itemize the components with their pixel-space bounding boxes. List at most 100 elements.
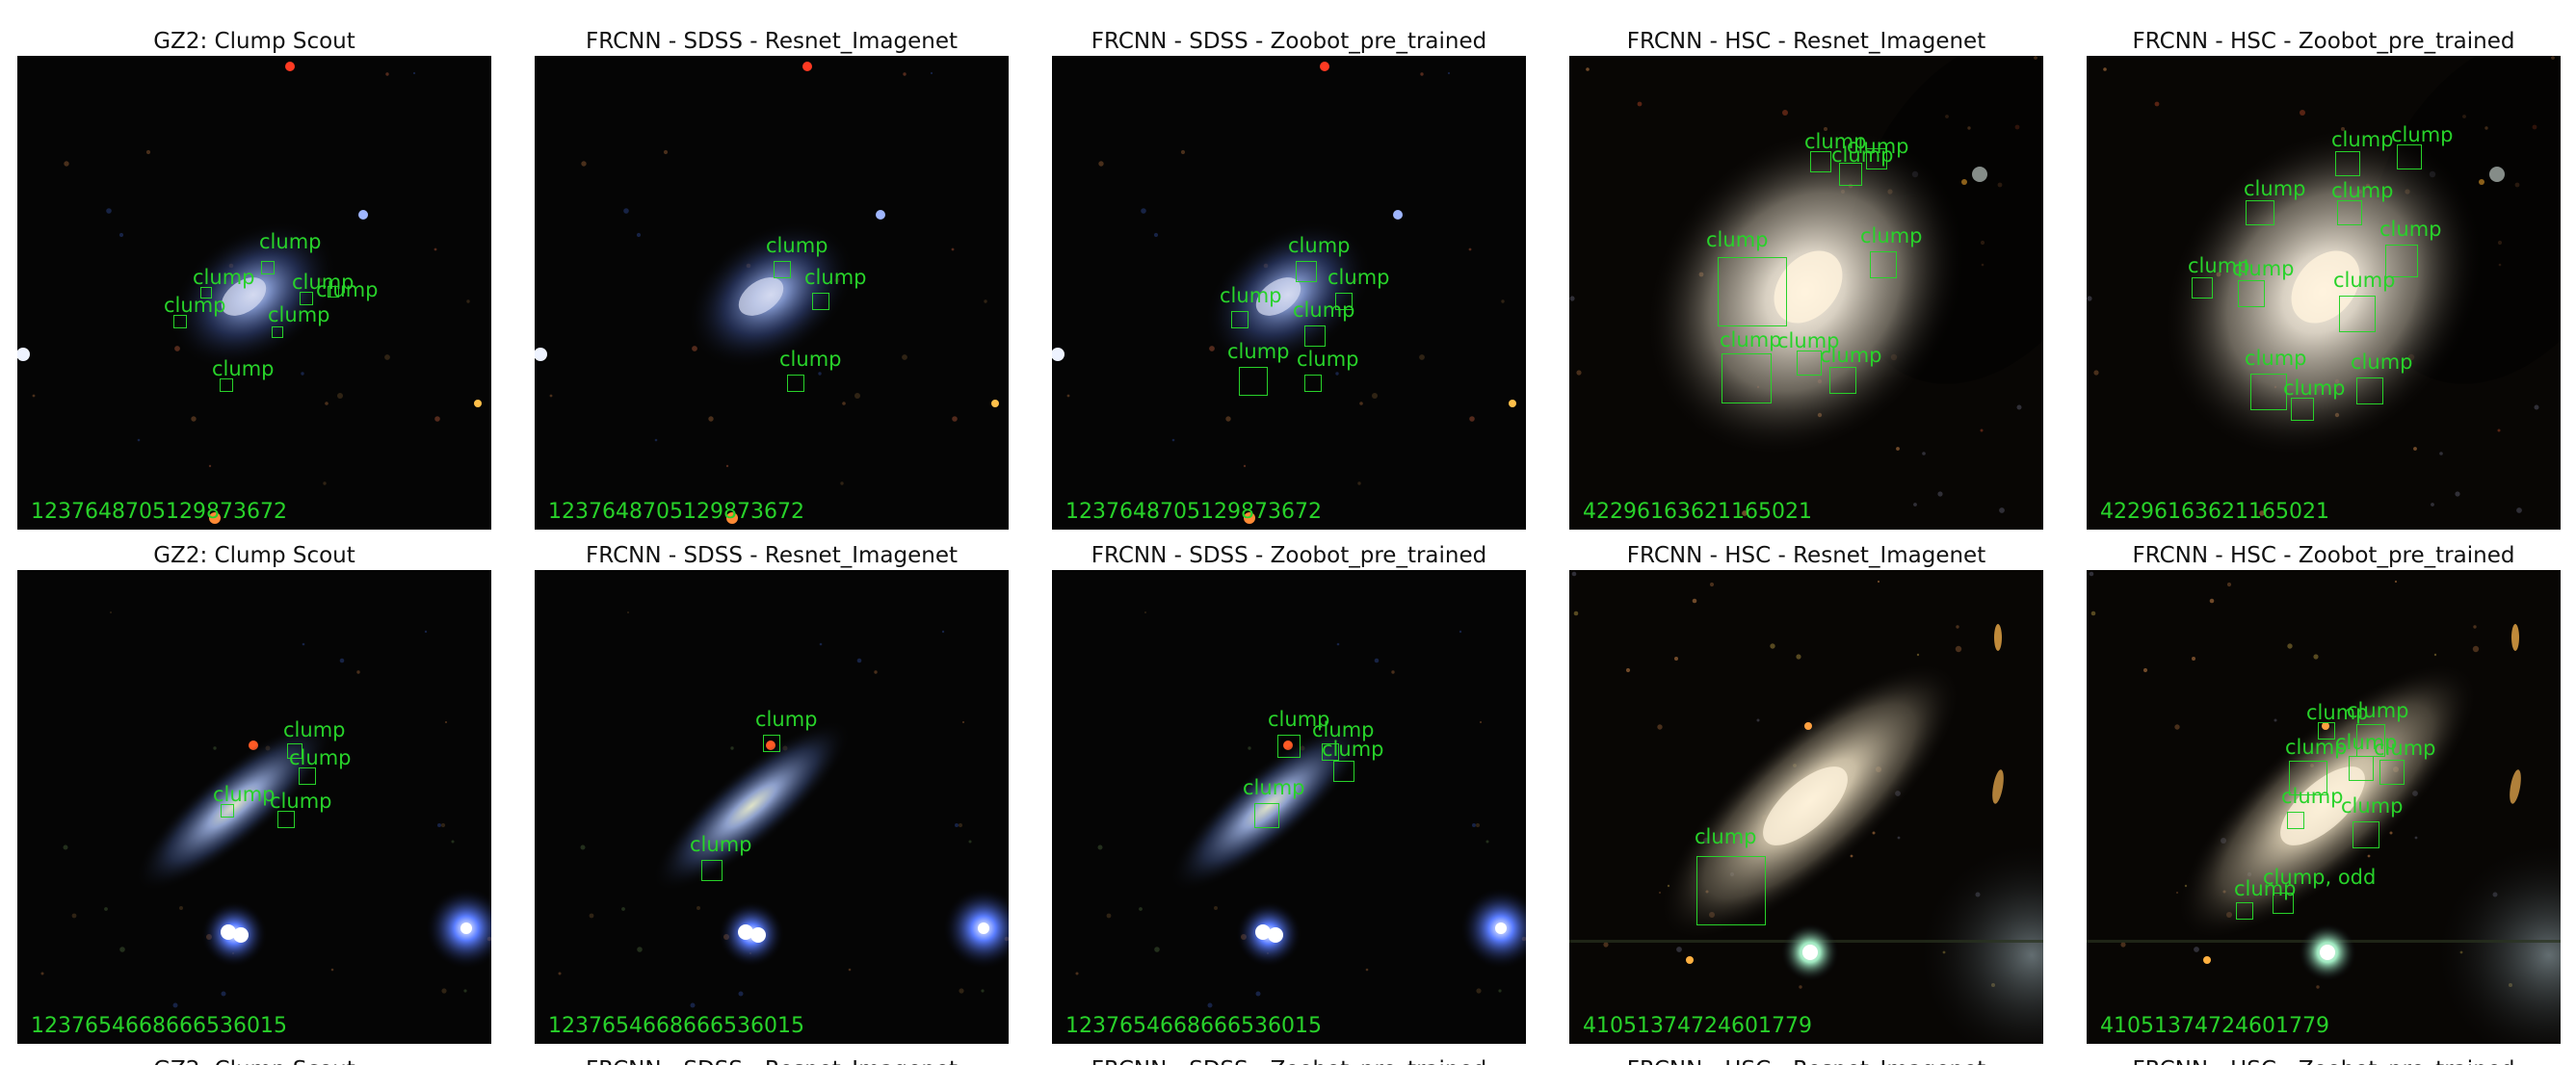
detection-label: clump bbox=[2306, 701, 2369, 724]
detection-label: clump bbox=[1327, 266, 1390, 289]
detection-label: clump bbox=[2379, 218, 2442, 241]
detection-box bbox=[1797, 351, 1822, 376]
detection-box bbox=[2397, 144, 2422, 169]
detection-label: clump bbox=[2391, 123, 2454, 146]
detection-label: clump bbox=[2351, 351, 2413, 374]
detection-box bbox=[1696, 856, 1766, 925]
detection-box bbox=[787, 375, 804, 392]
detection-label: clump bbox=[164, 294, 226, 317]
object-id-label: 1237654668666536015 bbox=[548, 1014, 804, 1038]
detection-box bbox=[2349, 756, 2374, 781]
detection-box bbox=[1322, 743, 1339, 761]
cropped-title: FRCNN - HSC - Zoobot_pre_trained bbox=[2087, 1053, 2561, 1065]
galaxy-image-render bbox=[17, 56, 491, 530]
detection-box bbox=[300, 292, 313, 305]
galaxy-image-render bbox=[535, 56, 1009, 530]
cropped-title: GZ2: Clump Scout bbox=[17, 1053, 491, 1065]
detection-label: clump bbox=[804, 266, 867, 289]
detection-box bbox=[774, 261, 791, 278]
panel-title: FRCNN - SDSS - Resnet_Imagenet bbox=[586, 543, 958, 568]
object-id-label: 42296163621165021 bbox=[1583, 500, 1812, 524]
cropped-title: FRCNN - SDSS - Resnet_Imagenet bbox=[535, 1053, 1009, 1065]
detection-box bbox=[1870, 251, 1897, 278]
detection-box bbox=[1829, 367, 1856, 394]
galaxy-image-render bbox=[2087, 56, 2561, 530]
detection-box bbox=[2356, 377, 2383, 404]
detection-box bbox=[1304, 375, 1322, 392]
detection-box bbox=[2192, 277, 2213, 299]
detection-label: clump bbox=[1695, 825, 1757, 848]
detection-box bbox=[200, 287, 212, 299]
detection-label: clump bbox=[2285, 736, 2348, 759]
object-id-label: 1237648705129873672 bbox=[1065, 500, 1322, 524]
detection-label: clump bbox=[779, 348, 842, 371]
galaxy-image-render bbox=[2087, 570, 2561, 1044]
detection-label: clump bbox=[2232, 257, 2295, 280]
galaxy-cutout-image: clump clump clump clump 1237654668666536015 bbox=[1052, 570, 1526, 1044]
detection-box bbox=[701, 860, 723, 881]
detection-label: clump bbox=[1288, 234, 1351, 257]
detection-label: clump bbox=[2188, 254, 2250, 277]
galaxy-cutout-image: clump clump clump 1237648705129873672 bbox=[535, 56, 1009, 530]
detection-label: clump bbox=[2283, 377, 2346, 400]
detection-box bbox=[299, 767, 316, 785]
detection-label: clump, odd bbox=[2263, 866, 2377, 889]
detection-box bbox=[1810, 151, 1831, 172]
detection-box bbox=[763, 735, 780, 752]
detection-box bbox=[272, 326, 283, 338]
detection-box bbox=[1239, 367, 1268, 396]
detection-box bbox=[1231, 311, 1249, 328]
detection-box bbox=[1718, 257, 1787, 326]
detection-label: clump bbox=[2331, 128, 2394, 151]
panel-title: GZ2: Clump Scout bbox=[153, 543, 355, 568]
detection-box bbox=[2337, 200, 2362, 225]
detection-box bbox=[2385, 245, 2418, 277]
galaxy-cutout-image: clump clump clump clump clump clump 1237648705… bbox=[1052, 56, 1526, 530]
detection-box bbox=[328, 286, 339, 298]
detection-label: clump bbox=[2234, 877, 2297, 900]
detection-label: clump bbox=[283, 718, 346, 741]
detection-label: clump bbox=[1268, 708, 1330, 731]
detection-box bbox=[220, 378, 233, 392]
detection-label: clump bbox=[268, 303, 330, 326]
detection-label: clump bbox=[2331, 179, 2394, 202]
galaxy-cutout-image: clump 41051374724601779 bbox=[1569, 570, 2043, 1044]
detection-label: clump bbox=[1297, 348, 1359, 371]
detection-box bbox=[1277, 735, 1301, 758]
detection-box bbox=[1335, 293, 1353, 310]
detection-label: clump bbox=[213, 783, 276, 806]
galaxy-image-render bbox=[1052, 56, 1526, 530]
detection-box bbox=[2353, 821, 2379, 848]
detection-box bbox=[2273, 893, 2294, 914]
detection-label: clump bbox=[289, 746, 352, 769]
detection-box bbox=[261, 261, 275, 274]
galaxy-image-render bbox=[17, 570, 491, 1044]
detection-label: clump bbox=[212, 357, 275, 380]
detection-box bbox=[277, 811, 295, 828]
detection-label: clump bbox=[1322, 738, 1384, 761]
detection-label: clump bbox=[1312, 718, 1375, 741]
panel-title: FRCNN - HSC - Zoobot_pre_trained bbox=[2132, 543, 2515, 568]
panel-title: FRCNN - SDSS - Zoobot_pre_trained bbox=[1091, 543, 1487, 568]
galaxy-cutout-image: clump clump clump clump clump clump clump 12376… bbox=[17, 56, 491, 530]
object-id-label: 1237648705129873672 bbox=[31, 500, 287, 524]
galaxy-image-render bbox=[1052, 570, 1526, 1044]
detection-label: clump bbox=[1804, 130, 1867, 153]
galaxy-image-render bbox=[1569, 570, 2043, 1044]
detection-label: clump bbox=[2341, 794, 2404, 818]
detection-box bbox=[1866, 148, 1887, 169]
detection-box bbox=[1296, 261, 1317, 282]
detection-box bbox=[2236, 902, 2253, 920]
cropped-title: FRCNN - SDSS - Zoobot_pre_trained bbox=[1052, 1053, 1526, 1065]
detection-box bbox=[2287, 812, 2304, 829]
detection-label: clump bbox=[1860, 224, 1923, 247]
detection-box bbox=[2335, 151, 2360, 176]
detection-box bbox=[1254, 803, 1279, 828]
detection-label: clump bbox=[1831, 143, 1894, 167]
galaxy-cutout-image: clump clump clump clump clump clump clump clump… bbox=[1569, 56, 2043, 530]
panel-title: GZ2: Clump Scout bbox=[153, 29, 355, 54]
detection-label: clump bbox=[1227, 340, 1290, 363]
detection-box bbox=[812, 293, 829, 310]
detection-label: clump bbox=[2245, 347, 2307, 370]
detection-label: clump bbox=[2281, 785, 2344, 808]
